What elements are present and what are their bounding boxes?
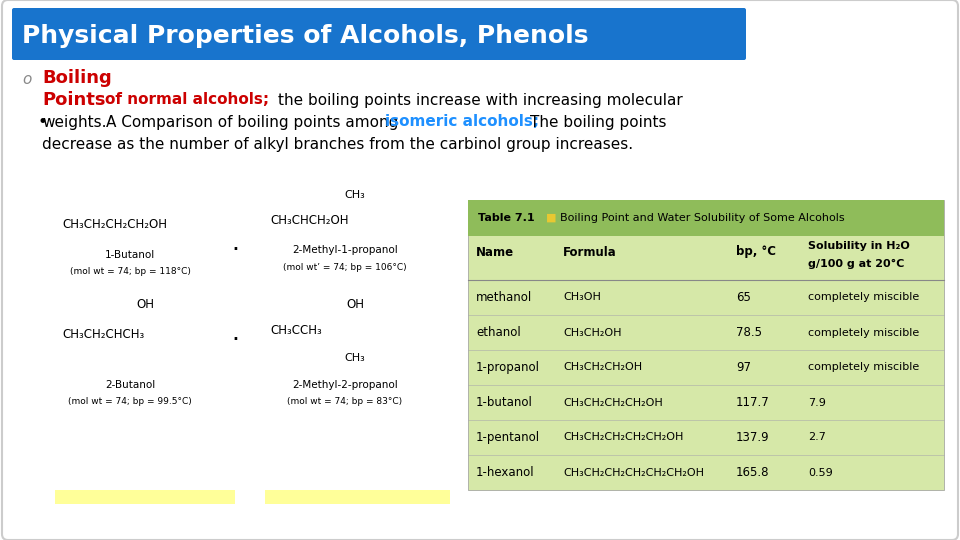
Text: The boiling points: The boiling points <box>530 114 666 130</box>
Text: 1-propanol: 1-propanol <box>476 361 540 374</box>
Text: 1-butanol: 1-butanol <box>476 396 533 409</box>
Text: CH₃CH₂CH₂OH: CH₃CH₂CH₂OH <box>563 362 642 373</box>
Bar <box>468 200 944 490</box>
Text: OH: OH <box>136 299 154 312</box>
Text: Solubility in H₂O: Solubility in H₂O <box>808 241 910 251</box>
Text: 1-pentanol: 1-pentanol <box>476 431 540 444</box>
Text: 1-Butanol: 1-Butanol <box>105 250 156 260</box>
Bar <box>265 490 450 504</box>
Text: (mol wt = 74; bp = 99.5°C): (mol wt = 74; bp = 99.5°C) <box>68 397 192 407</box>
Text: ethanol: ethanol <box>476 326 520 339</box>
Text: CH₃CH₂CHCH₃: CH₃CH₂CHCH₃ <box>62 328 144 341</box>
Text: CH₃CH₂CH₂CH₂OH: CH₃CH₂CH₂CH₂OH <box>563 397 662 408</box>
Text: •: • <box>37 113 47 131</box>
Text: isomeric alcohols;: isomeric alcohols; <box>385 114 540 130</box>
Text: 1-hexanol: 1-hexanol <box>476 466 535 479</box>
Text: Table 7.1: Table 7.1 <box>478 213 535 223</box>
Text: completely miscible: completely miscible <box>808 293 920 302</box>
Text: CH₃: CH₃ <box>345 353 366 363</box>
Bar <box>468 200 944 236</box>
Text: bp, °C: bp, °C <box>736 246 776 259</box>
Text: decrease as the number of alkyl branches from the carbinol group increases.: decrease as the number of alkyl branches… <box>42 137 634 152</box>
Text: (mol wt = 74; bp = 118°C): (mol wt = 74; bp = 118°C) <box>69 267 190 276</box>
Text: 7.9: 7.9 <box>808 397 826 408</box>
Text: Name: Name <box>476 246 515 259</box>
Text: CH₃CH₂CH₂CH₂CH₂CH₂OH: CH₃CH₂CH₂CH₂CH₂CH₂OH <box>563 468 704 477</box>
Text: (mol wt’ = 74; bp = 106°C): (mol wt’ = 74; bp = 106°C) <box>283 262 407 272</box>
Text: 2-Methyl-2-propanol: 2-Methyl-2-propanol <box>292 380 397 390</box>
Bar <box>55 490 235 504</box>
Text: Boiling Point and Water Solubility of Some Alcohols: Boiling Point and Water Solubility of So… <box>560 213 845 223</box>
Text: Points: Points <box>42 91 106 109</box>
Text: (mol wt = 74; bp = 83°C): (mol wt = 74; bp = 83°C) <box>287 397 402 407</box>
Text: ·: · <box>231 328 239 352</box>
Text: of normal alcohols;: of normal alcohols; <box>105 92 269 107</box>
Text: 2-Methyl-1-propanol: 2-Methyl-1-propanol <box>292 245 397 255</box>
Text: CH₃OH: CH₃OH <box>563 293 601 302</box>
Text: CH₃CH₂CH₂CH₂OH: CH₃CH₂CH₂CH₂OH <box>62 219 167 232</box>
Text: g/100 g at 20°C: g/100 g at 20°C <box>808 259 904 269</box>
Text: methanol: methanol <box>476 291 532 304</box>
Text: ■: ■ <box>546 213 557 223</box>
Text: completely miscible: completely miscible <box>808 327 920 338</box>
Text: OH: OH <box>346 299 364 312</box>
Text: 65: 65 <box>736 291 751 304</box>
Text: weights.: weights. <box>42 114 107 130</box>
Text: 165.8: 165.8 <box>736 466 770 479</box>
Text: A Comparison of boiling points among: A Comparison of boiling points among <box>106 114 398 130</box>
Text: Formula: Formula <box>563 246 616 259</box>
Text: CH₃CCH₃: CH₃CCH₃ <box>270 323 322 336</box>
Text: Boiling: Boiling <box>42 69 111 87</box>
Text: CH₃: CH₃ <box>345 190 366 200</box>
Text: CH₃CH₂OH: CH₃CH₂OH <box>563 327 621 338</box>
Text: CH₃CHCH₂OH: CH₃CHCH₂OH <box>270 213 348 226</box>
Text: the boiling points increase with increasing molecular: the boiling points increase with increas… <box>278 92 683 107</box>
Text: completely miscible: completely miscible <box>808 362 920 373</box>
Text: CH₃CH₂CH₂CH₂CH₂OH: CH₃CH₂CH₂CH₂CH₂OH <box>563 433 684 442</box>
Text: 0.59: 0.59 <box>808 468 832 477</box>
Text: 137.9: 137.9 <box>736 431 770 444</box>
Text: 97: 97 <box>736 361 751 374</box>
Text: ·: · <box>231 238 239 262</box>
Text: o: o <box>22 72 32 87</box>
FancyBboxPatch shape <box>12 8 746 60</box>
Text: 78.5: 78.5 <box>736 326 762 339</box>
Text: 2-Butanol: 2-Butanol <box>105 380 156 390</box>
Text: Physical Properties of Alcohols, Phenols: Physical Properties of Alcohols, Phenols <box>22 24 588 48</box>
Text: 2.7: 2.7 <box>808 433 826 442</box>
Text: 117.7: 117.7 <box>736 396 770 409</box>
